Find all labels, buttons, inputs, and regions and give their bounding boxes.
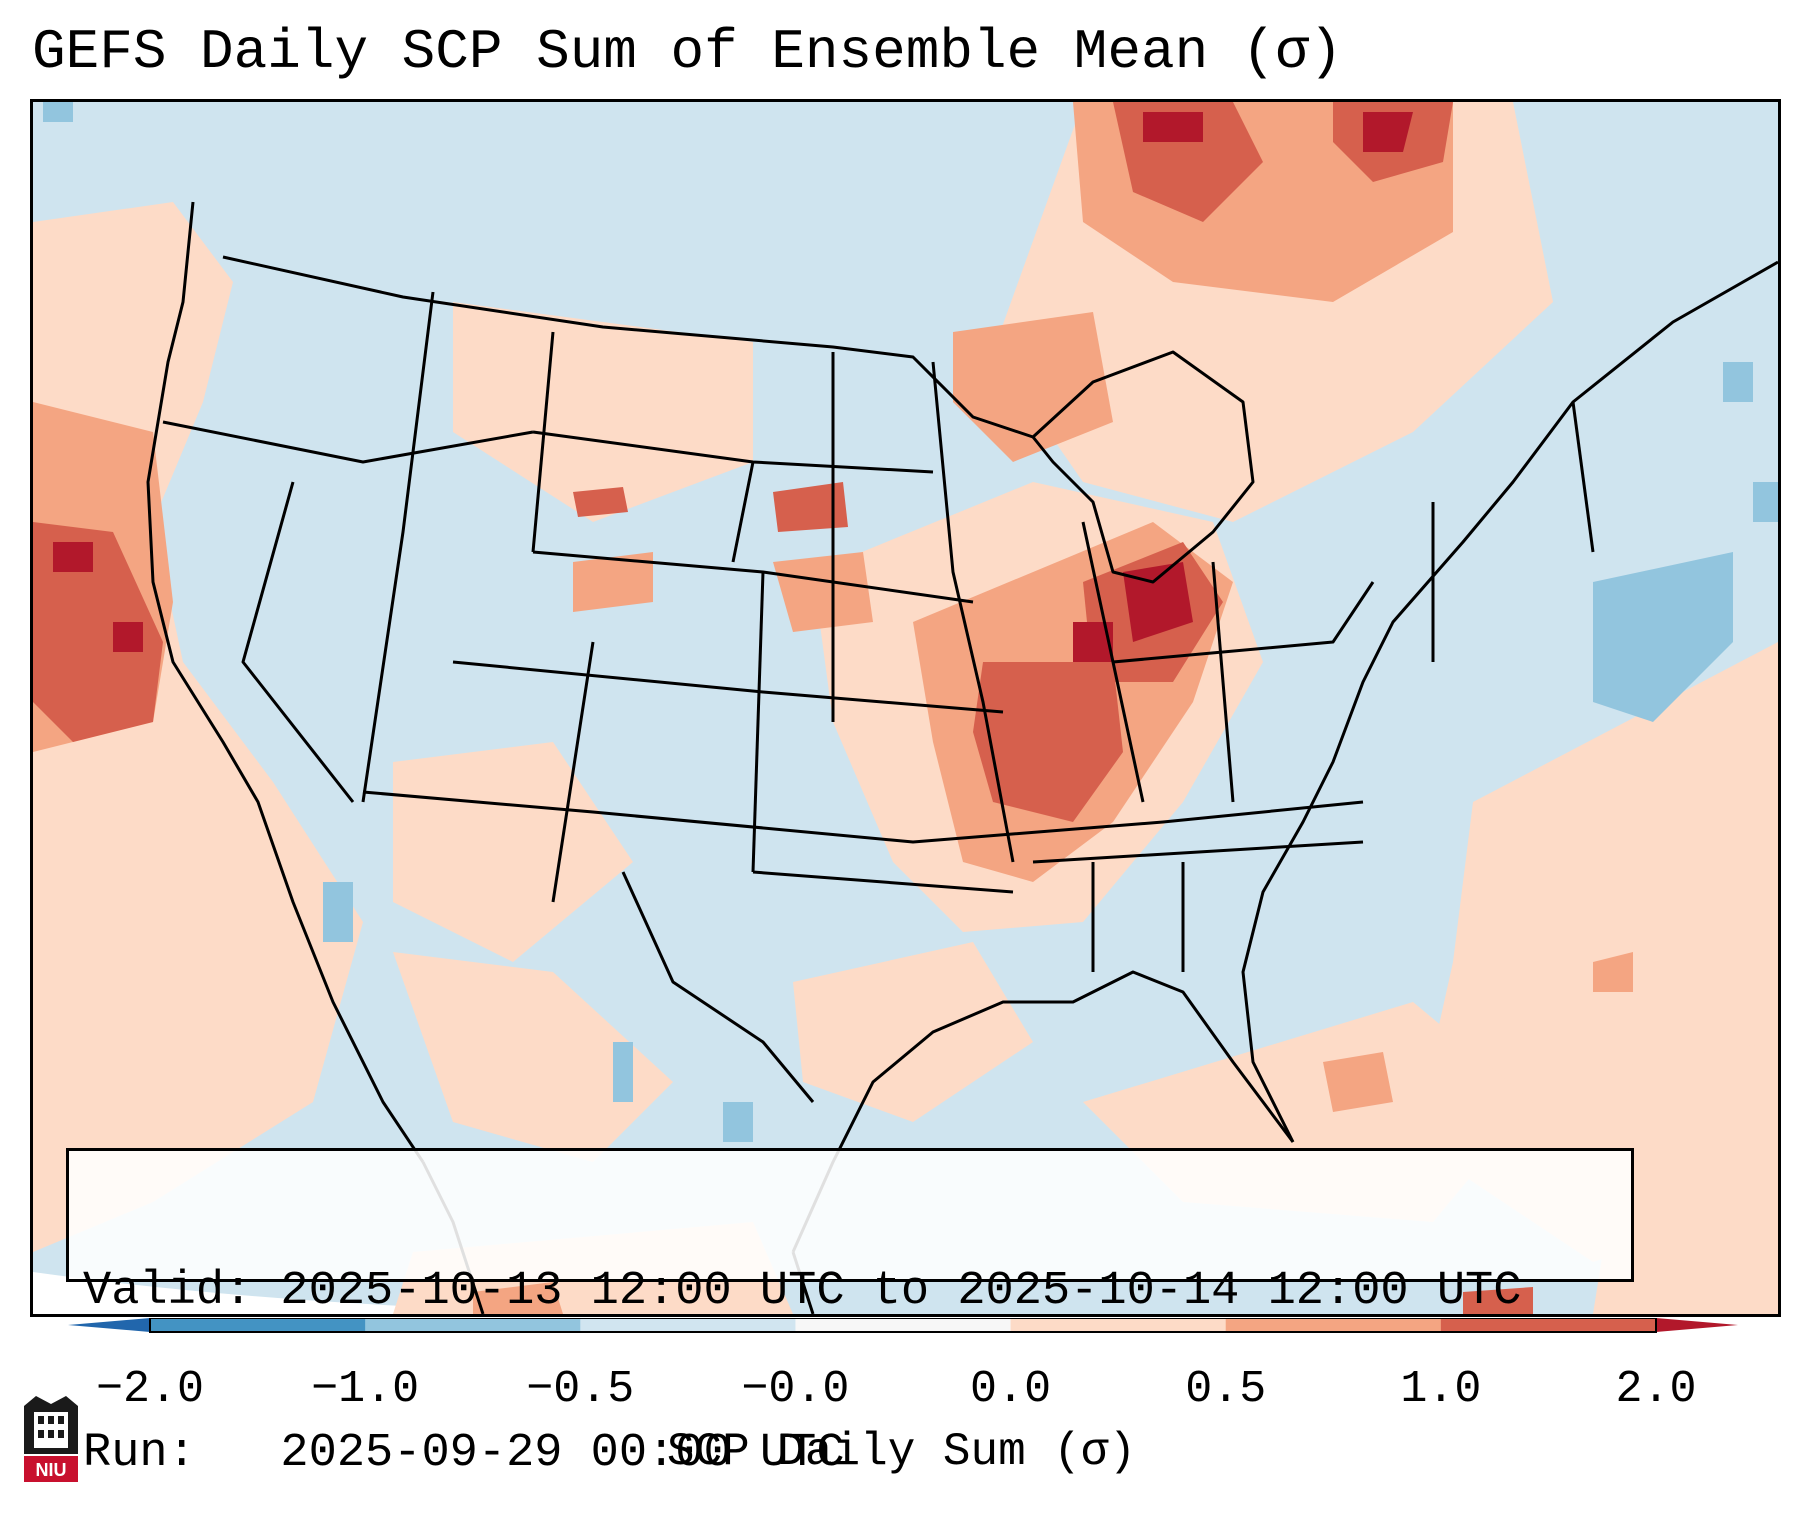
colorbar-tick-label: −0.5 <box>526 1364 635 1415</box>
colorbar-bin <box>150 1318 366 1332</box>
state-line <box>531 331 555 553</box>
state-line <box>1211 561 1235 803</box>
state-line <box>931 361 1015 863</box>
colorbar-bin <box>580 1318 796 1332</box>
gulf-coastline <box>791 970 1295 1253</box>
colorbar <box>68 1318 1738 1333</box>
state-line <box>1571 401 1595 553</box>
colorbar-bin <box>1440 1318 1657 1332</box>
state-line <box>361 291 435 803</box>
colorbar-tick-label: 2.0 <box>1615 1364 1697 1415</box>
state-line <box>241 481 355 803</box>
colorbar-tick-label: 1.0 <box>1400 1364 1482 1415</box>
colorbar-bins <box>150 1318 1657 1332</box>
anomaly-above-2.0 <box>53 112 1413 662</box>
us-canada-border <box>222 255 1034 439</box>
colorbar-tick-label: −0.0 <box>741 1364 850 1415</box>
anomaly-map <box>33 102 1778 1314</box>
map-panel <box>30 99 1781 1317</box>
colorbar-tick-label: −2.0 <box>95 1364 205 1415</box>
state-line <box>362 790 1364 844</box>
pacific-coastline <box>146 201 425 1163</box>
state-line <box>751 571 765 873</box>
coastlines-and-borders <box>146 201 1778 1314</box>
colorbar-tick-label: 0.5 <box>1185 1364 1267 1415</box>
colorbar-label: SCP Daily Sum (σ) <box>666 1426 1137 1478</box>
state-line <box>1032 840 1364 864</box>
colorbar-bin <box>365 1318 581 1332</box>
niu-logo-icon: NIU <box>24 1396 78 1482</box>
state-line <box>752 870 1014 894</box>
valid-run-info-box: Valid: 2025-10-13 12:00 UTC to 2025-10-1… <box>66 1148 1634 1480</box>
colorbar-extend-low <box>68 1318 150 1332</box>
rio-grande <box>621 871 815 1103</box>
colorbar-extend-high <box>1656 1318 1738 1332</box>
colorbar-tick-label: 0.0 <box>970 1364 1052 1415</box>
state-line <box>1112 581 1375 664</box>
state-line <box>731 461 755 563</box>
state-line <box>162 420 534 464</box>
projection-edge <box>33 1272 733 1314</box>
colorbar-bin <box>795 1318 1012 1332</box>
colorbar-tick-label: −1.0 <box>311 1364 420 1415</box>
run-time-text: Run: 2025-09-29 00:00 UTC <box>83 1427 845 1480</box>
colorbar-outline <box>149 1318 1657 1333</box>
anomaly-neg-1.0-to-neg-0.5 <box>43 102 1778 1142</box>
state-line <box>551 641 595 903</box>
great-lakes-outline <box>1031 350 1255 584</box>
valid-time-text: Valid: 2025-10-13 12:00 UTC to 2025-10-1… <box>83 1265 1522 1318</box>
colorbar-bin <box>1225 1318 1442 1332</box>
state-line <box>452 660 1004 714</box>
logo-text: NIU <box>36 1460 67 1480</box>
colorbar-bin <box>1010 1318 1227 1332</box>
chart-title: GEFS Daily SCP Sum of Ensemble Mean (σ) <box>32 20 1343 84</box>
